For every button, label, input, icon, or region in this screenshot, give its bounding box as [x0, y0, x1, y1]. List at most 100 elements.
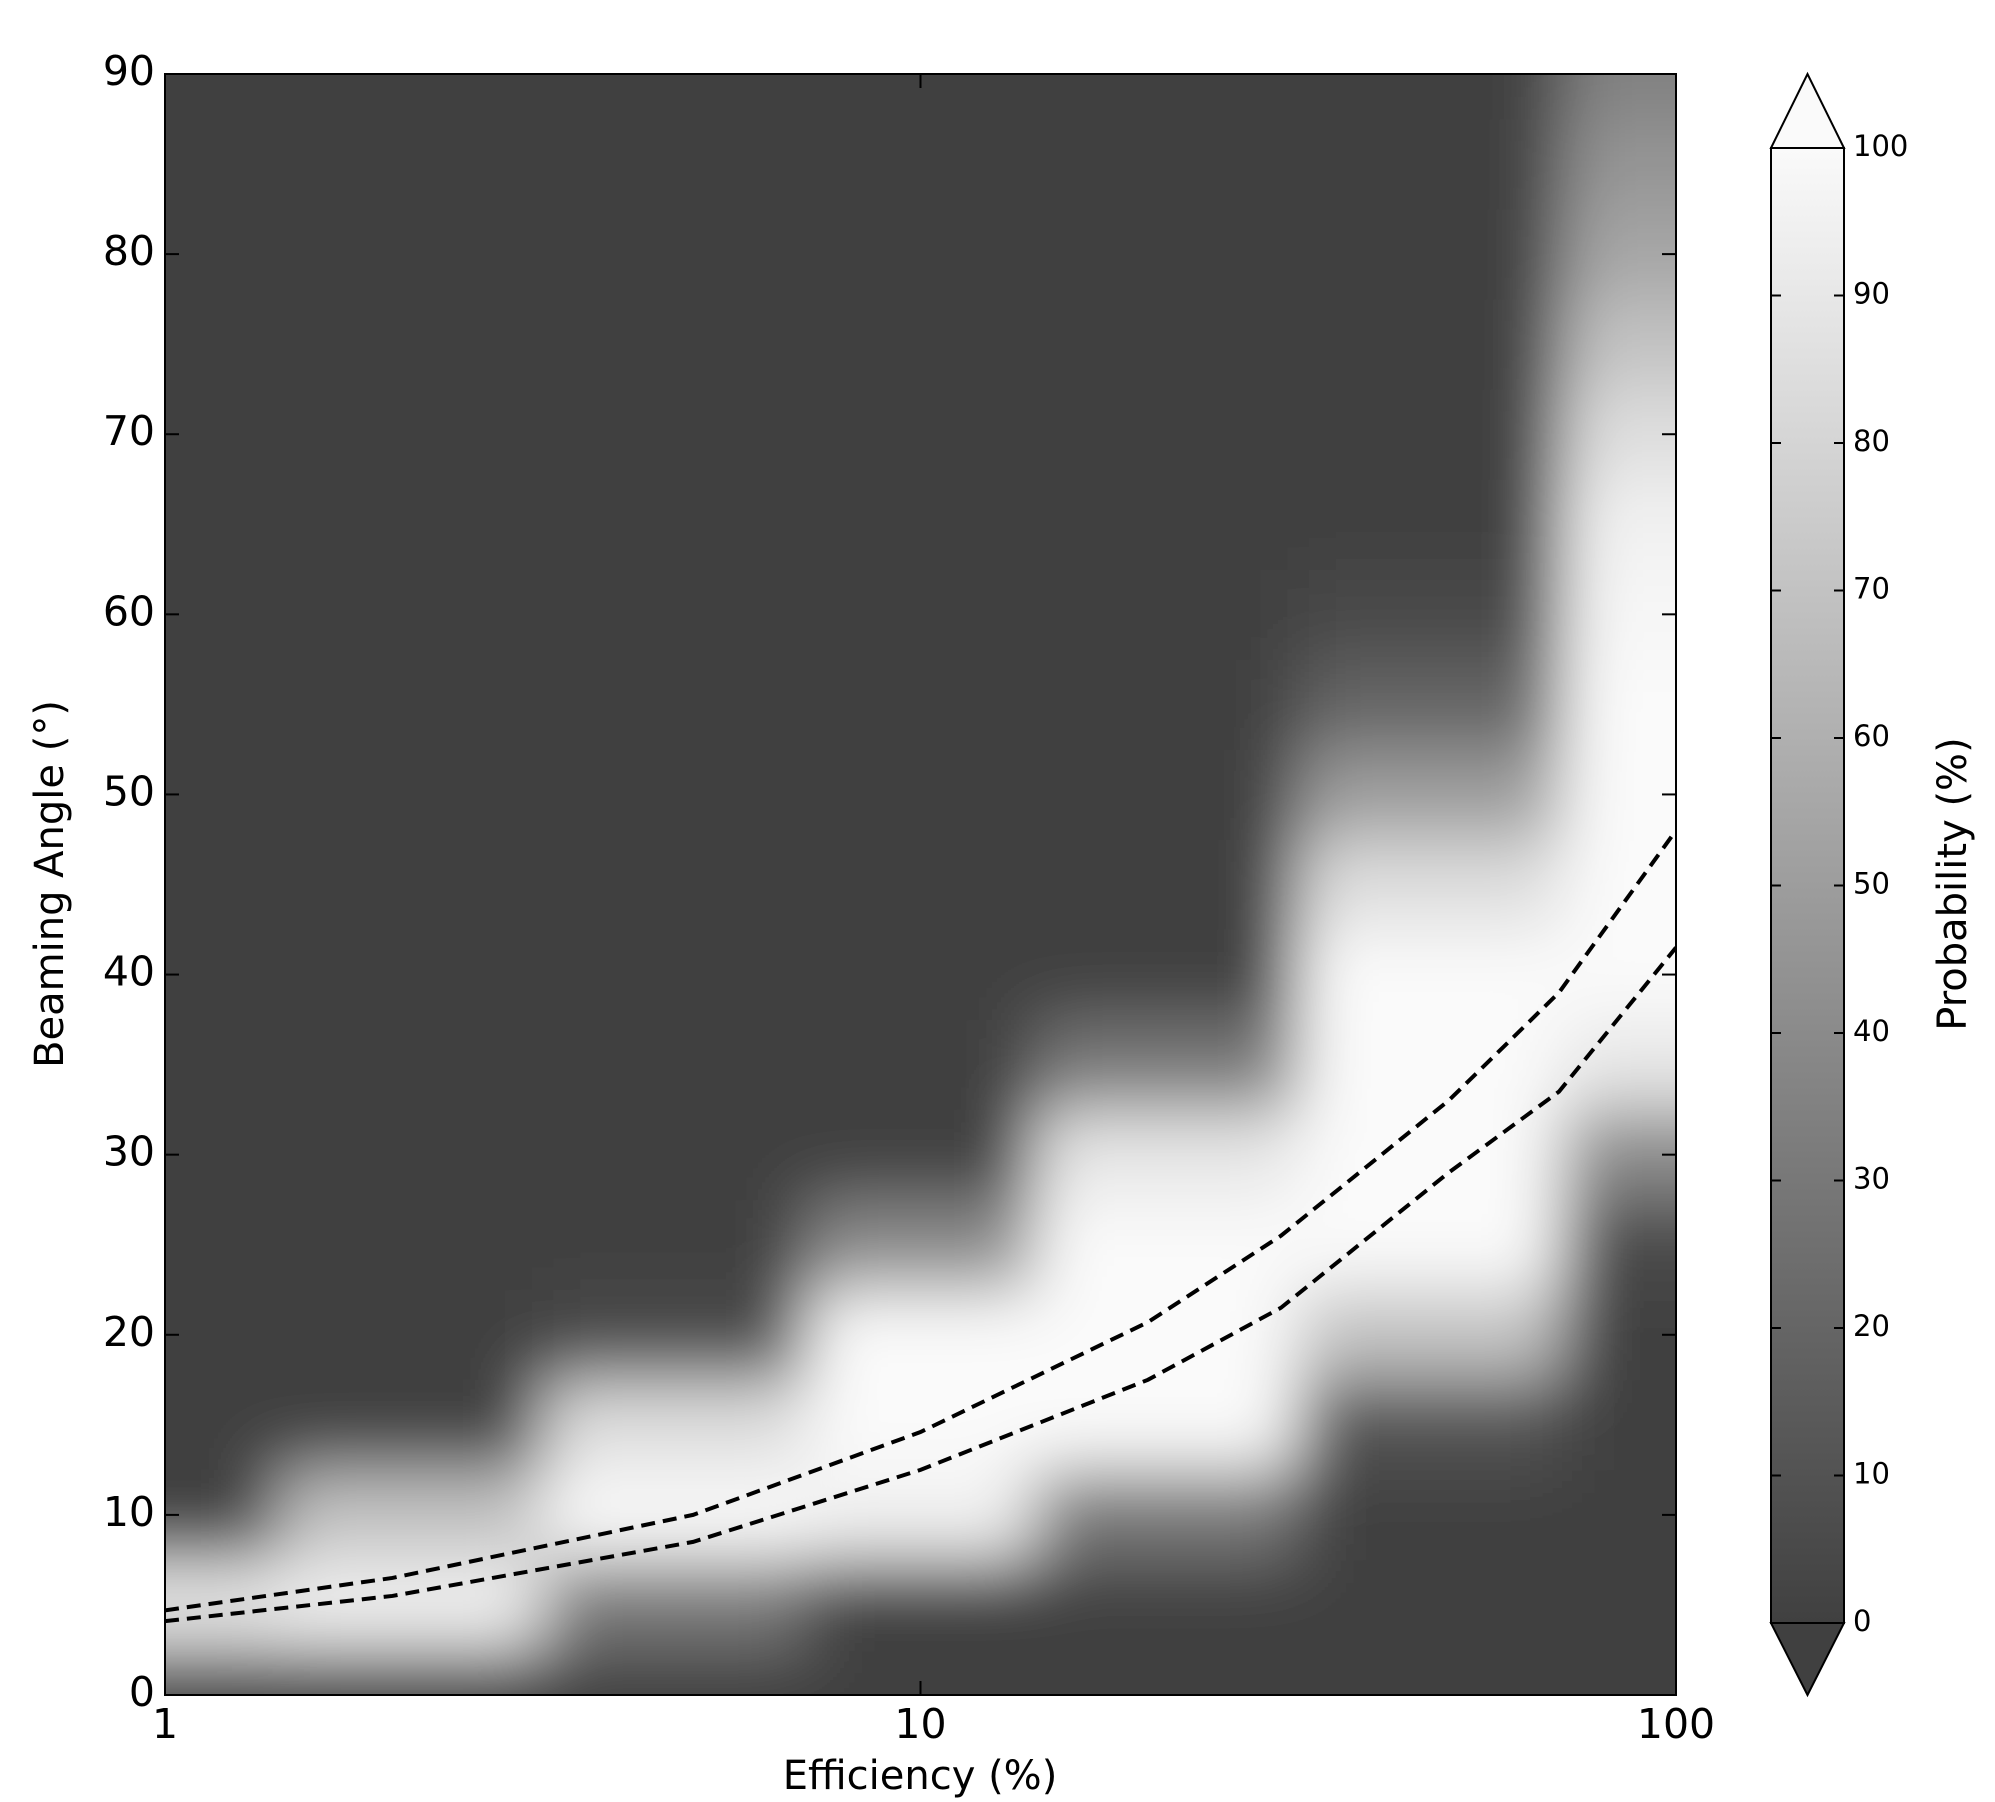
- heatmap-cell: [165, 1289, 280, 1381]
- x-tick-label: 10: [894, 1700, 946, 1748]
- heatmap-cell: [165, 479, 280, 570]
- heatmap-cell: [165, 1379, 280, 1471]
- y-tick-label: 90: [103, 47, 155, 95]
- heatmap-cell: [542, 389, 808, 480]
- heatmap-cell: [542, 479, 808, 570]
- heatmap-cell: [806, 1289, 1035, 1381]
- heatmap-cell: [278, 929, 544, 1021]
- contour-line: [165, 946, 1676, 1624]
- heatmap-cell: [806, 479, 1035, 570]
- contour-line: [165, 829, 1676, 1613]
- colorbar-extend-high: [1769, 71, 1846, 149]
- y-tick-label: 0: [129, 1668, 155, 1716]
- heatmap-cell: [1562, 1559, 1676, 1651]
- heatmap-cell: [278, 1199, 544, 1291]
- contours: [165, 829, 1676, 1624]
- heatmap-cell: [806, 929, 1035, 1021]
- heatmap-cell: [542, 299, 808, 390]
- heatmap-cell: [1562, 839, 1676, 931]
- colorbar-tick-label: 20: [1853, 1309, 1890, 1343]
- heatmap-cell: [806, 659, 1035, 750]
- colorbar-tick-label: 90: [1853, 277, 1890, 311]
- heatmap-cell: [165, 1649, 280, 1695]
- heatmap-cell: [1562, 929, 1676, 1021]
- heatmap-cell: [165, 119, 280, 210]
- heatmap-cell: [165, 749, 280, 840]
- colorbar-tick-label: 100: [1853, 129, 1908, 163]
- heatmap-cell: [1298, 479, 1563, 570]
- heatmap-cell: [1034, 1469, 1299, 1561]
- heatmap-cell: [278, 209, 544, 300]
- y-tick-label: 80: [103, 227, 155, 275]
- heatmap-cell: [1562, 1199, 1676, 1291]
- heatmap-cell: [806, 119, 1035, 210]
- y-tick-label: 40: [103, 948, 155, 996]
- heatmap-cell: [806, 839, 1035, 931]
- heatmap-cell: [542, 569, 808, 660]
- heatmap-cell: [806, 1559, 1035, 1651]
- heatmap-cell: [1298, 569, 1563, 660]
- colorbar-tick-label: 50: [1853, 867, 1890, 901]
- y-tick-label: 70: [103, 407, 155, 455]
- heatmap-cell: [1034, 1379, 1299, 1471]
- heatmap-cell: [165, 1559, 280, 1651]
- x-tick-label: 100: [1637, 1700, 1715, 1748]
- heatmap-cell: [1034, 839, 1299, 931]
- heatmap-cell: [1298, 119, 1563, 210]
- heatmap-cell: [1298, 389, 1563, 480]
- heatmap-cell: [165, 74, 280, 120]
- heatmap-cell: [1298, 74, 1563, 120]
- heatmap-cell: [1034, 929, 1299, 1021]
- heatmap-cell: [1562, 1289, 1676, 1381]
- heatmap-cell: [165, 1199, 280, 1291]
- colorbar-label: Probability (%): [1930, 737, 1976, 1030]
- heatmap-cell: [542, 1289, 808, 1381]
- y-tick-label: 60: [103, 587, 155, 635]
- heatmap-cell: [1298, 839, 1563, 931]
- colorbar-extend-low: [1769, 1622, 1846, 1698]
- heatmap-cell: [1298, 749, 1563, 840]
- heatmap-cell: [1562, 1379, 1676, 1471]
- heatmap-cell: [1034, 659, 1299, 750]
- heatmap-cell: [278, 749, 544, 840]
- heatmap-cell: [278, 74, 544, 120]
- heatmap-cell: [806, 389, 1035, 480]
- heatmap-cell: [278, 1109, 544, 1201]
- heatmap-cell: [1562, 209, 1676, 300]
- heatmap-cell: [542, 74, 808, 120]
- heatmap-cell: [806, 1109, 1035, 1201]
- heatmap-cell: [542, 1019, 808, 1111]
- heatmap-cell: [278, 1649, 544, 1695]
- heatmap-cell: [165, 659, 280, 750]
- heatmap-cell: [165, 389, 280, 480]
- heatmap-cell: [806, 299, 1035, 390]
- heatmap-cell: [1034, 1559, 1299, 1651]
- heatmap-cell: [278, 659, 544, 750]
- heatmap-cell: [278, 479, 544, 570]
- x-axis-label: Efficiency (%): [783, 1753, 1058, 1799]
- heatmap-cell: [1562, 1019, 1676, 1111]
- y-axis-label: Beaming Angle (°): [27, 700, 73, 1068]
- heatmap-cell: [1034, 119, 1299, 210]
- heatmap-cell: [806, 1469, 1035, 1561]
- heatmap-cell: [1298, 1289, 1563, 1381]
- heatmap-cell: [1562, 749, 1676, 840]
- heatmap-cell: [278, 299, 544, 390]
- heatmap-cell: [278, 569, 544, 660]
- heatmap-cell: [1562, 479, 1676, 570]
- heatmap-cell: [278, 839, 544, 931]
- heatmap-cell: [1034, 749, 1299, 840]
- heatmap-cell: [1562, 299, 1676, 390]
- heatmap-cell: [806, 1199, 1035, 1291]
- heatmap-cell: [165, 1469, 280, 1561]
- colorbar-tick-label: 0: [1853, 1604, 1871, 1638]
- y-tick-label: 30: [103, 1128, 155, 1176]
- heatmap-cell: [1562, 569, 1676, 660]
- heatmap-cell: [542, 1379, 808, 1471]
- heatmap-cell: [278, 389, 544, 480]
- heatmap-cell: [806, 209, 1035, 300]
- heatmap-cell: [1034, 1019, 1299, 1111]
- y-tick-label: 20: [103, 1308, 155, 1356]
- colorbar-tick-label: 30: [1853, 1162, 1890, 1196]
- heatmap-cell: [278, 1379, 544, 1471]
